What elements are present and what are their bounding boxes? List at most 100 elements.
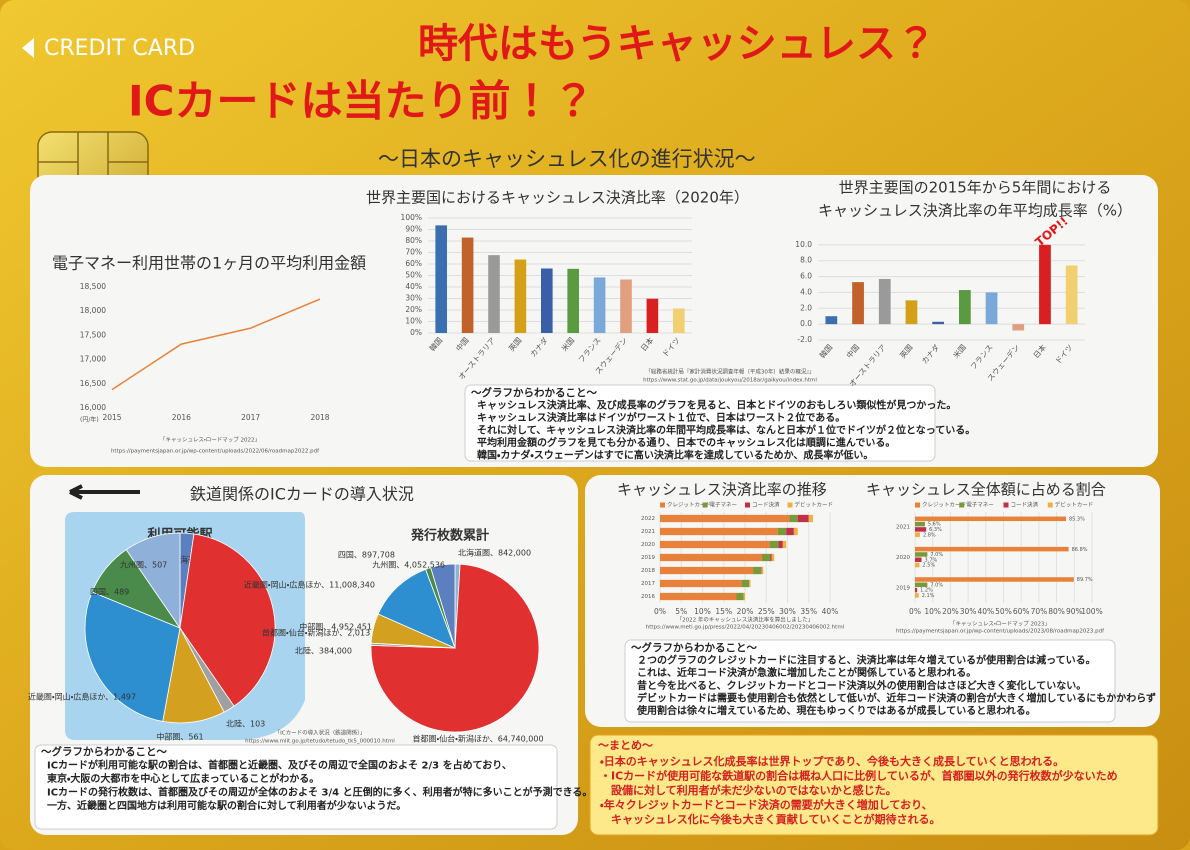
note-line: ICカードの発行枚数は、首都圏及びその周辺が全体のおよそ 3/4 と圧倒的に多く… [47, 786, 592, 799]
bar [514, 259, 527, 333]
legend-label: 電子マネー [710, 502, 738, 509]
pie-label: 四国、489 [90, 588, 129, 597]
y-tick-label: 17,000 [80, 355, 106, 364]
chart-title: キャッシュレス決済比率の推移 [617, 481, 827, 499]
x-tick-label: 10% [924, 607, 941, 616]
bar-segment [660, 566, 754, 575]
source: https://www.meti.go.jp/press/2022/04/202… [646, 625, 845, 631]
note-line: キャッシュレス決済比率はドイツがワースト１位で、日本はワースト２位である。 [477, 411, 845, 424]
x-tick-label: 20% [942, 607, 959, 616]
bar-segment [660, 579, 742, 588]
bar [540, 268, 553, 333]
y-tick-label: 70% [405, 248, 422, 257]
bar [915, 516, 1066, 522]
bar-segment [660, 540, 770, 549]
x-tick-label: 2018 [310, 413, 329, 422]
legend-swatch [702, 502, 708, 508]
value-label: 1.2% [920, 588, 933, 594]
legend-swatch [745, 502, 750, 508]
legend-label: コード決済 [1011, 501, 1039, 509]
data-line [111, 298, 321, 391]
x-tick-label: 2017 [241, 413, 260, 422]
y-tick-label: 2018 [641, 568, 655, 574]
y-tick-label: 40% [405, 282, 422, 291]
bar-segment [771, 553, 775, 562]
x-tick-label: 10% [694, 607, 711, 616]
summary-line: ・ICカードが使用可能な鉄道駅の割合は概ね人口に比例しているが、首都圏以外の発行… [600, 769, 1118, 783]
y-tick-label: 10.0 [795, 240, 812, 249]
bar [567, 268, 580, 333]
bar-segment [743, 592, 745, 601]
bar [646, 298, 659, 333]
bar [915, 552, 928, 557]
pie-label: 四国、897,708 [338, 551, 395, 560]
note-line: ICカードが利用可能な駅の割合は、首都圏と近畿圏、及びその周辺で全国のおよそ 2… [47, 759, 512, 772]
pie-slice [84, 591, 181, 722]
legend-swatch [1047, 502, 1053, 508]
bar [915, 582, 928, 588]
value-label: 7.0% [930, 552, 943, 558]
tab-arrow [22, 38, 34, 58]
note-line: ２つのグラフのクレジットカードに注目すると、決済比率は年々増えているが使用割合は… [637, 654, 1096, 667]
bar [1039, 244, 1051, 325]
bar [620, 279, 632, 333]
pie-label: 首都圏・仙台・新潟ほか、64,740,000 [412, 734, 543, 744]
y-tick-label: 16,000 [80, 403, 106, 412]
note-line: キャッシュレス決済比率、及び成長率のグラフを見ると、日本とドイツのおもしろい類似… [477, 399, 956, 412]
value-label: 7.0% [930, 582, 943, 588]
source: https://www.mlit.go.jp/tetudo/tetudo_tk5… [245, 739, 395, 745]
x-tick-label: 50% [995, 607, 1012, 616]
pie-label: 北陸、384,000 [295, 646, 352, 656]
x-tick-label: 40% [977, 607, 994, 616]
y-tick-label: 2.0 [800, 303, 812, 312]
pie-label: 九州圏、507 [120, 561, 167, 570]
chart-title: 世界主要国におけるキャッシュレス決済比率（2020年） [366, 189, 749, 207]
bar [915, 587, 918, 593]
bar-segment [761, 566, 764, 575]
pie-label: 近畿圏・岡山・広島ほか、1,497 [28, 692, 136, 702]
x-tick-label: 30% [779, 607, 796, 616]
bar [852, 282, 864, 325]
y-tick-label: 0% [410, 328, 422, 337]
y-tick-label: 2016 [641, 594, 655, 600]
subtitle: ～日本のキャッシュレス化の進行状況～ [378, 147, 756, 171]
value-label: 86.8% [1072, 547, 1088, 553]
note-line: それに対して、キャッシュレス決済比率の年間平均成長率は、なんと日本が１位でドイツ… [477, 424, 975, 437]
source: 「キャッシュレス・ロードマップ 2022」 [160, 437, 260, 444]
pie-label: 中部圏、561 [156, 732, 203, 742]
bar-segment [793, 527, 798, 536]
x-tick-label: 90% [1066, 607, 1083, 616]
legend-swatch [959, 502, 965, 508]
legend-label: 電子マネー [966, 502, 994, 509]
y-tick-label: 18,500 [80, 282, 106, 291]
railway-arrow [69, 484, 140, 500]
y-tick-label: 17,500 [80, 330, 106, 339]
note-box [624, 639, 1116, 723]
pie-label: 北海道圏、842,000 [458, 548, 531, 558]
pie-label: 中部圏、4,952,451 [299, 622, 372, 632]
pie-label: 首都圏・仙台・新潟ほか、2,013 [262, 628, 370, 638]
summary-heading: ～まとめ～ [598, 739, 653, 752]
note-line: デビットカードは需要も使用割合も依然として低いが、近年コード決済の割合が大きく増… [637, 691, 1156, 704]
x-tick-label: 2015 [102, 413, 121, 422]
y-tick-label: -2.0 [797, 335, 812, 344]
note-line: 一方、近畿圏と四国地方は利用可能な駅の割合に対して利用者が少ないようだ。 [47, 799, 406, 812]
y-tick-label: 2021 [896, 525, 910, 531]
note-heading: ～グラフからわかること～ [471, 386, 597, 399]
x-tick-label: 5% [675, 607, 687, 616]
pie-slice [179, 533, 276, 707]
bar [985, 292, 998, 325]
y-tick-label: 0.0 [800, 319, 812, 328]
y-tick-label: 18,000 [80, 306, 106, 315]
y-tick-label: 10% [405, 317, 422, 326]
bar-segment [762, 553, 771, 562]
x-tick-label: 80% [1048, 607, 1065, 616]
bar-segment [749, 579, 751, 588]
note-heading: ～グラフからわかること～ [41, 745, 167, 758]
bar [905, 300, 918, 325]
x-tick-label: 35% [800, 607, 817, 616]
x-tick-label: 60% [1013, 607, 1030, 616]
bar [435, 225, 448, 333]
y-tick-label: 100% [401, 213, 422, 222]
